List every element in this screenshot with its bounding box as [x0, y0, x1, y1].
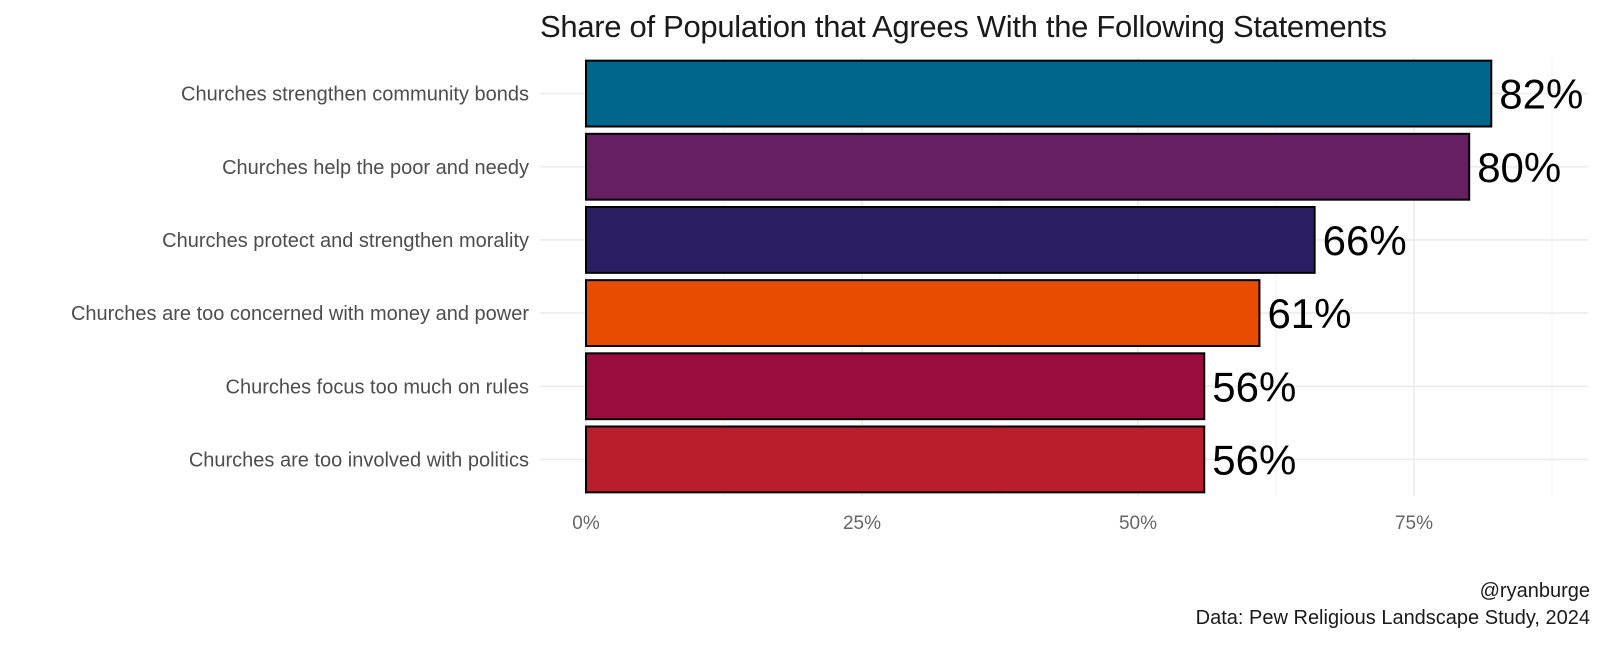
category-label: Churches are too concerned with money an… [71, 303, 529, 325]
x-tick-label: 0% [572, 513, 600, 534]
chart-title: Share of Population that Agrees With the… [540, 9, 1387, 44]
bar [585, 205, 1316, 274]
x-tick-label: 50% [1119, 513, 1157, 534]
caption-source: Data: Pew Religious Landscape Study, 202… [1196, 607, 1590, 629]
x-tick-label: 25% [843, 513, 881, 534]
data-label: 66% [1323, 217, 1407, 264]
category-label: Churches help the poor and needy [222, 157, 529, 179]
bars [585, 59, 1493, 494]
data-label: 82% [1499, 71, 1583, 118]
bar [585, 425, 1206, 494]
category-label: Churches focus too much on rules [226, 376, 530, 398]
category-label: Churches protect and strengthen morality [162, 230, 529, 252]
bar [585, 132, 1471, 201]
bar [585, 279, 1261, 348]
data-label: 80% [1477, 144, 1561, 191]
bar [585, 59, 1493, 128]
x-axis: 0% 25% 50% 75% [572, 513, 1433, 534]
category-label: Churches are too involved with politics [189, 449, 529, 471]
data-labels: 82% 80% 66% 61% 56% 56% [1212, 71, 1583, 484]
data-label: 56% [1212, 436, 1296, 483]
x-tick-label: 75% [1395, 513, 1433, 534]
category-label: Churches strengthen community bonds [181, 84, 529, 106]
data-label: 61% [1267, 290, 1351, 337]
data-label: 56% [1212, 363, 1296, 410]
caption-author: @ryanburge [1480, 580, 1590, 602]
category-labels: Churches strengthen community bonds Churc… [71, 84, 529, 472]
bar [585, 352, 1206, 421]
